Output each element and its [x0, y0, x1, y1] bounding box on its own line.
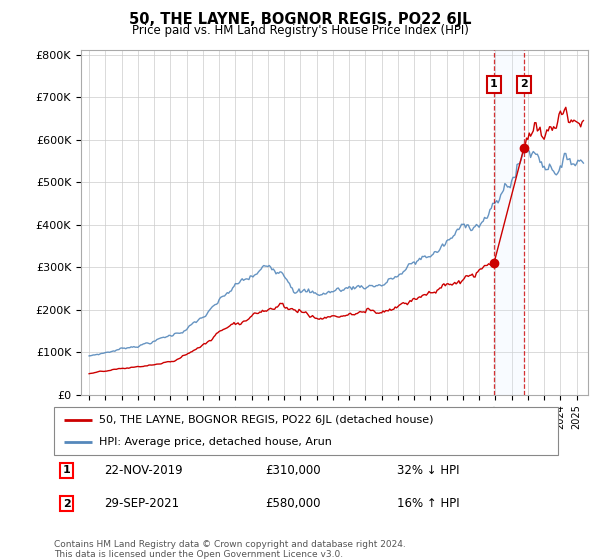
Text: 2: 2	[520, 80, 527, 90]
Text: 2: 2	[63, 498, 70, 508]
Text: Price paid vs. HM Land Registry's House Price Index (HPI): Price paid vs. HM Land Registry's House …	[131, 24, 469, 36]
Text: 22-NOV-2019: 22-NOV-2019	[104, 464, 183, 477]
Text: 29-SEP-2021: 29-SEP-2021	[104, 497, 179, 510]
FancyBboxPatch shape	[54, 407, 558, 455]
Text: Contains HM Land Registry data © Crown copyright and database right 2024.
This d: Contains HM Land Registry data © Crown c…	[54, 540, 406, 559]
Text: 50, THE LAYNE, BOGNOR REGIS, PO22 6JL (detached house): 50, THE LAYNE, BOGNOR REGIS, PO22 6JL (d…	[100, 416, 434, 426]
Text: 1: 1	[490, 80, 498, 90]
Bar	[494, 50, 524, 395]
Text: HPI: Average price, detached house, Arun: HPI: Average price, detached house, Arun	[100, 437, 332, 447]
Text: 16% ↑ HPI: 16% ↑ HPI	[397, 497, 460, 510]
Text: £580,000: £580,000	[266, 497, 321, 510]
Text: 50, THE LAYNE, BOGNOR REGIS, PO22 6JL: 50, THE LAYNE, BOGNOR REGIS, PO22 6JL	[129, 12, 471, 27]
Text: 32% ↓ HPI: 32% ↓ HPI	[397, 464, 459, 477]
Text: £310,000: £310,000	[266, 464, 322, 477]
Text: 1: 1	[63, 465, 70, 475]
